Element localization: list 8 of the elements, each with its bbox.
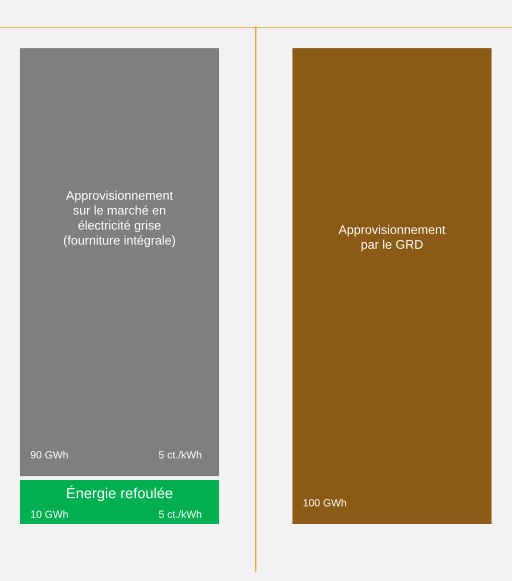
series-label: Énergie refoulée: [67, 486, 172, 502]
data-label: 90 GWh: [30, 450, 68, 458]
data-label: 10 GWh: [31, 510, 68, 518]
series-label: Approvisionnement sur le marché en électricité grise (fourniture intégrale): [64, 190, 176, 248]
annotation: 5 ct./kWh: [158, 510, 202, 518]
data-label: 100 GWh: [304, 498, 346, 506]
annotation: 5 ct./kWh: [158, 450, 202, 458]
series-label: Approvisionnement par le GRD: [338, 224, 446, 252]
